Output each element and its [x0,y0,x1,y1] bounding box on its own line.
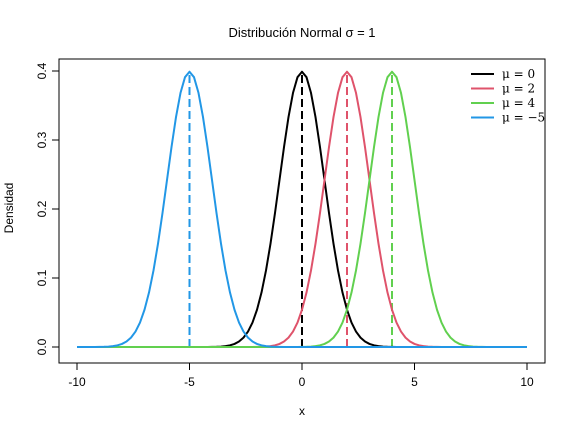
x-tick-label: 0 [299,375,306,389]
y-tick-label: 0.0 [35,338,49,355]
legend-entry: μ = 4 [502,96,535,110]
legend-entry: μ = 2 [502,82,535,96]
x-axis-label: x [299,404,305,418]
x-tick-label: -10 [68,375,86,389]
y-tick-label: 0.4 [35,62,49,79]
legend-entry: μ = −5 [502,111,545,125]
legend-entry: μ = 0 [502,67,535,81]
y-axis: 0.0 0.1 0.2 0.3 0.4 [35,62,60,355]
density-curve [77,70,527,348]
chart-title: Distribución Normal σ = 1 [228,25,375,40]
density-curves [77,70,527,348]
legend: μ = 0μ = 2μ = 4μ = −5 [471,67,545,125]
x-axis: -10 -5 0 5 10 [68,362,534,389]
y-tick-label: 0.3 [35,131,49,148]
y-tick-label: 0.1 [35,269,49,286]
mean-reference-lines [188,71,393,347]
y-tick-label: 0.2 [35,200,49,217]
x-tick-label: -5 [184,375,195,389]
y-axis-label: Densidad [2,183,16,234]
x-tick-label: 10 [520,375,534,389]
x-tick-label: 5 [411,375,418,389]
